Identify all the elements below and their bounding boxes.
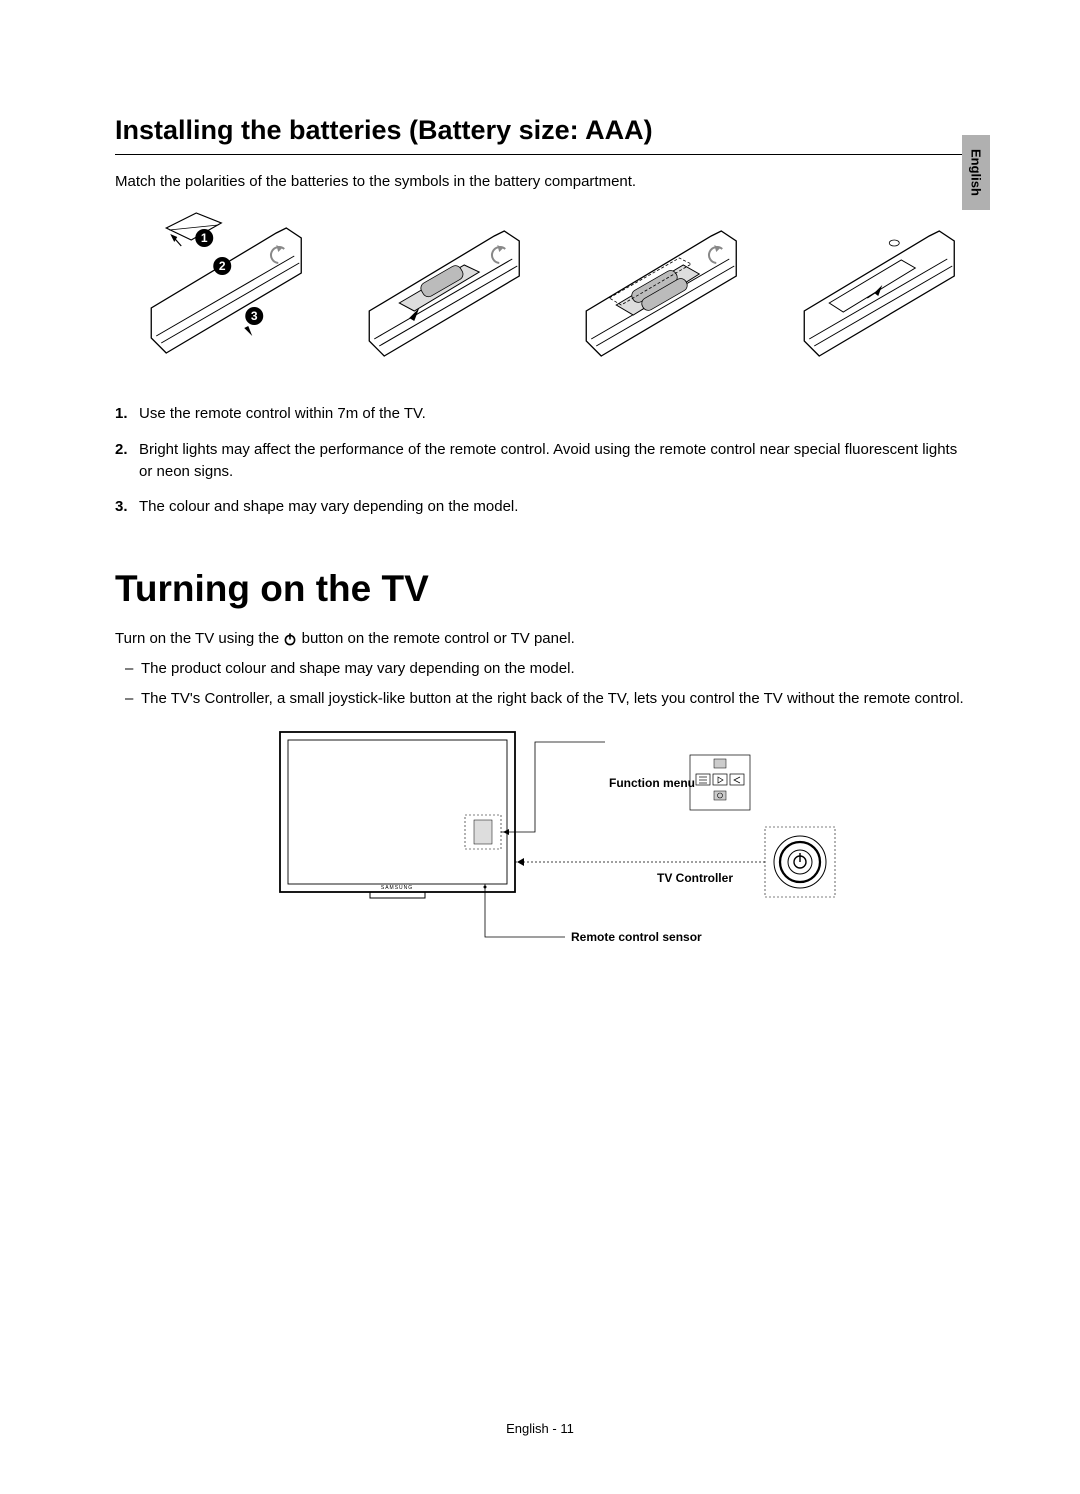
page-footer: English - 11 bbox=[0, 1421, 1080, 1436]
svg-text:2: 2 bbox=[219, 259, 226, 273]
tv-diagram: SAMSUNG Function menu TV Controller bbox=[275, 727, 875, 957]
section-heading-turning-on: Turning on the TV bbox=[115, 568, 970, 610]
section-heading-batteries: Installing the batteries (Battery size: … bbox=[115, 115, 970, 155]
language-tab: English bbox=[962, 135, 990, 210]
svg-text:3: 3 bbox=[251, 309, 258, 323]
battery-step-2 bbox=[333, 208, 536, 363]
turning-on-bullet-1: The product colour and shape may vary de… bbox=[115, 658, 970, 680]
language-tab-label: English bbox=[969, 149, 984, 196]
svg-text:TV Controller: TV Controller bbox=[657, 871, 733, 885]
footer-page: 11 bbox=[560, 1421, 574, 1436]
svg-text:Function menu: Function menu bbox=[609, 776, 695, 790]
battery-note-1: Use the remote control within 7m of the … bbox=[115, 403, 970, 425]
battery-notes-list: Use the remote control within 7m of the … bbox=[115, 403, 970, 518]
footer-lang: English bbox=[506, 1421, 549, 1436]
svg-text:1: 1 bbox=[201, 231, 208, 245]
battery-step-3 bbox=[550, 208, 753, 363]
power-icon bbox=[283, 632, 297, 646]
turning-on-bullets: The product colour and shape may vary de… bbox=[115, 658, 970, 710]
svg-text:SAMSUNG: SAMSUNG bbox=[381, 885, 413, 891]
battery-step-1: 1 2 3 bbox=[115, 208, 318, 363]
turning-on-intro: Turn on the TV using the button on the r… bbox=[115, 628, 970, 650]
svg-text:Remote control sensor: Remote control sensor bbox=[571, 930, 702, 944]
batteries-intro: Match the polarities of the batteries to… bbox=[115, 171, 970, 192]
battery-note-3: The colour and shape may vary depending … bbox=[115, 496, 970, 518]
battery-note-2: Bright lights may affect the performance… bbox=[115, 439, 970, 483]
battery-illustrations: 1 2 3 bbox=[115, 208, 970, 363]
battery-step-4 bbox=[768, 208, 971, 363]
turning-on-bullet-2: The TV's Controller, a small joystick-li… bbox=[115, 688, 970, 710]
